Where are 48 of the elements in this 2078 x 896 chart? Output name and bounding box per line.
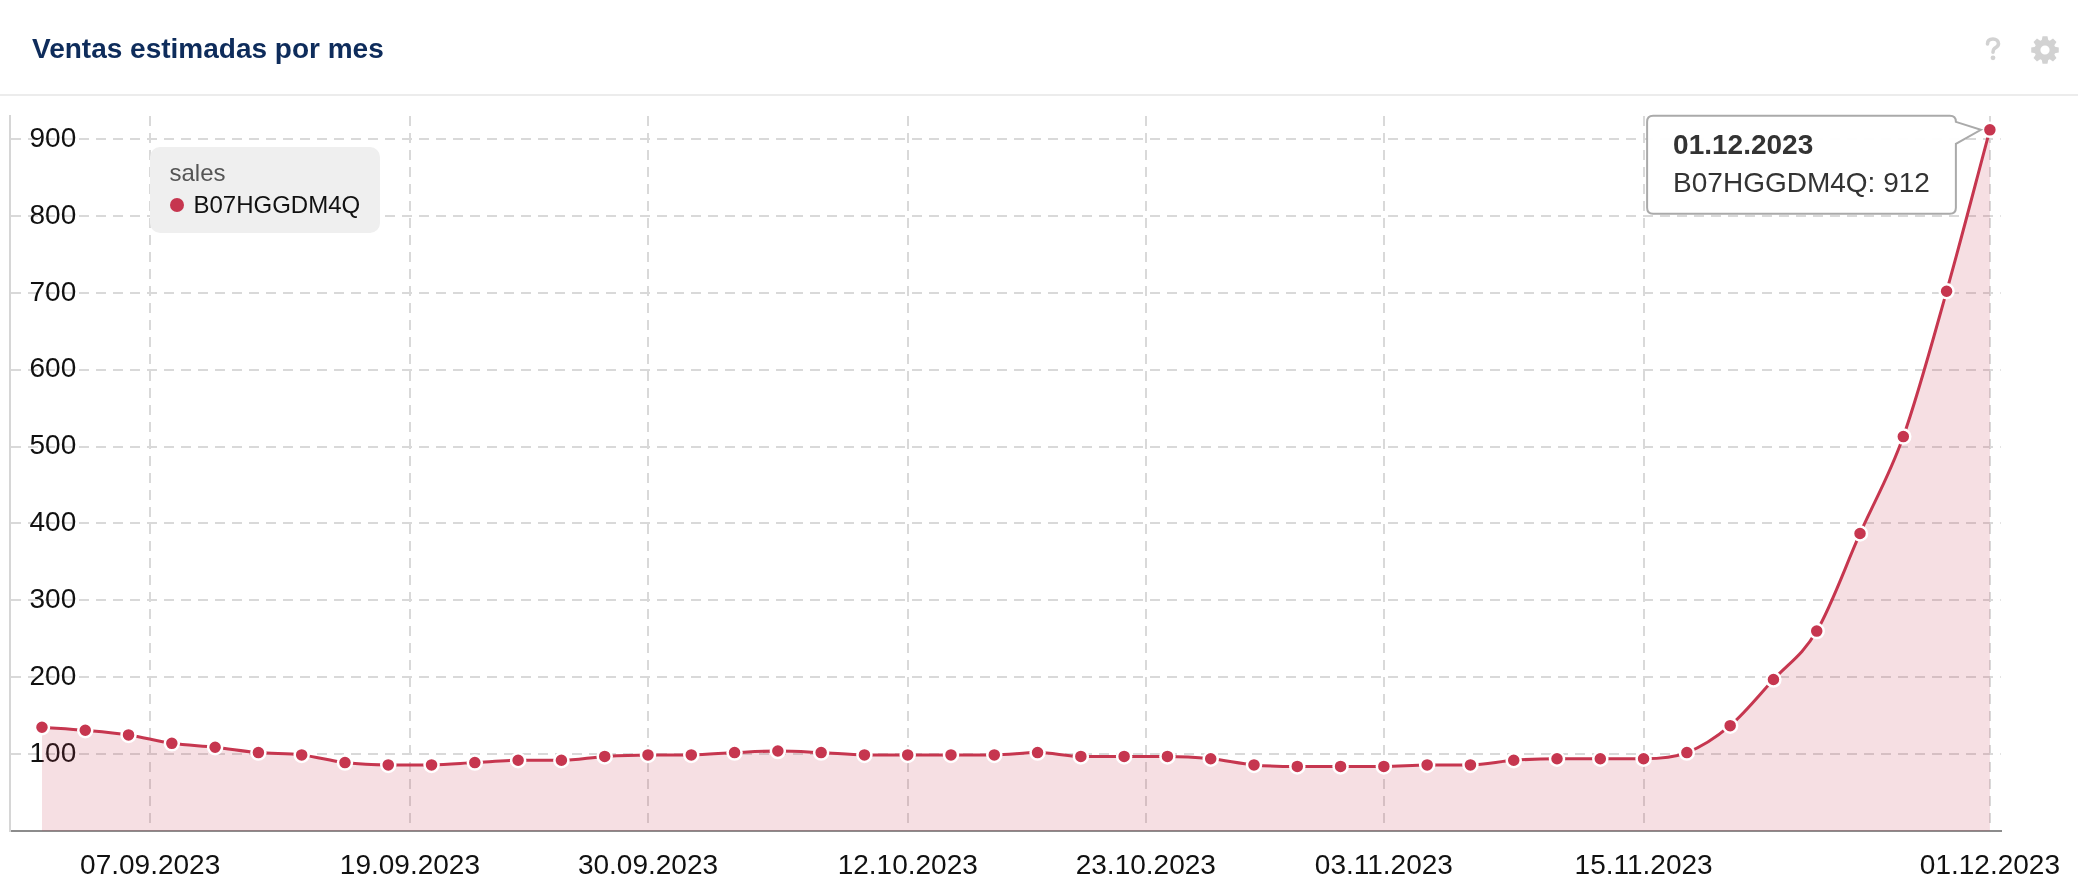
- y-tick-label: 600: [29, 352, 77, 384]
- y-tick-label: 500: [29, 429, 77, 461]
- point: [899, 746, 916, 764]
- point: [250, 744, 267, 761]
- x-tick-label: 07.09.2023: [80, 848, 221, 880]
- point: [1289, 758, 1306, 775]
- point: [639, 746, 657, 764]
- chart-title: Ventas estimadas por mes: [32, 32, 384, 66]
- point: [163, 735, 181, 752]
- point: [1115, 748, 1133, 765]
- point: [1375, 758, 1393, 775]
- point: [1635, 750, 1652, 767]
- point: [77, 722, 94, 739]
- x-tick-label: 30.09.2023: [577, 848, 719, 880]
- point: [1072, 748, 1090, 765]
- annotation: B07HGGDM4Q: 912: [1673, 166, 1930, 198]
- point: [336, 754, 354, 771]
- annotation: 01.12.2023: [1673, 128, 1814, 160]
- y-tick-label: 700: [29, 275, 77, 307]
- point: [1678, 744, 1696, 761]
- point: [466, 754, 484, 771]
- x-tick-label: 15.11.2023: [1574, 848, 1713, 880]
- point: [726, 744, 743, 761]
- x-tick-label: 03.11.2023: [1314, 848, 1453, 880]
- y-tick-label: 200: [29, 659, 77, 691]
- y-tick-label: 300: [29, 583, 77, 615]
- point: [553, 752, 570, 769]
- x-tick-label: 19.09.2023: [339, 848, 480, 880]
- legend-label: B07HGGDM4Q: [193, 190, 361, 220]
- point: [1721, 717, 1739, 734]
- point: [596, 748, 613, 765]
- point: [1029, 744, 1046, 761]
- point: [1505, 752, 1522, 769]
- point: [1765, 671, 1782, 688]
- point: [509, 752, 527, 769]
- x-tick-label: 23.10.2023: [1075, 848, 1216, 880]
- point: [1159, 748, 1176, 765]
- y-tick-label: 100: [29, 736, 77, 768]
- point: [812, 744, 830, 761]
- point: [1938, 283, 1955, 300]
- y-tick-label: 800: [29, 198, 77, 230]
- point: [1332, 758, 1349, 775]
- y-tick-label: 400: [29, 506, 77, 538]
- point: [1895, 428, 1912, 445]
- x-tick-label: 12.10.2023: [837, 848, 978, 880]
- x-tick-label: 01.12.2023: [1919, 848, 2060, 880]
- y-tick-label: 900: [29, 121, 77, 153]
- legend-title: sales: [169, 158, 227, 188]
